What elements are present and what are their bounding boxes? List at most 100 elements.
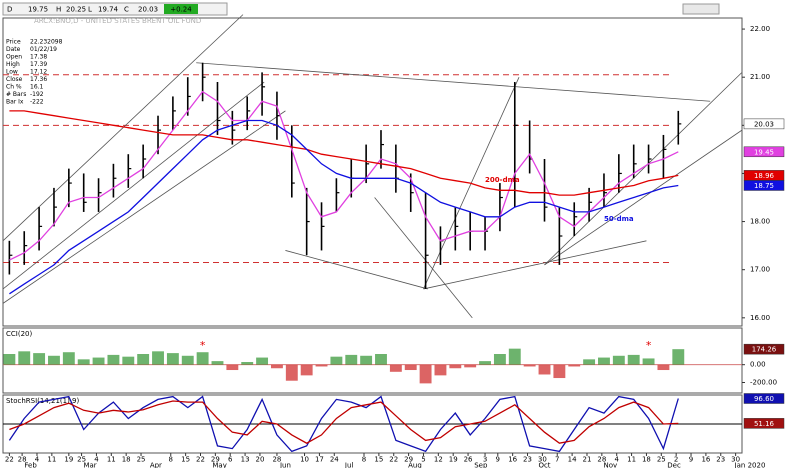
y-tick-label: 17.00 (750, 266, 770, 274)
x-month-label: Aug (408, 462, 422, 468)
x-tick-label: 4 (35, 456, 40, 464)
x-tick-label: 30 (731, 456, 740, 464)
value-box (743, 393, 785, 404)
x-tick-label: 5 (421, 456, 425, 464)
info-label: Ch % (6, 84, 22, 91)
cci-bar (375, 354, 387, 365)
cci-bar (538, 364, 551, 375)
x-tick-label: 8 (362, 456, 366, 464)
star-marker: * (200, 339, 206, 352)
cci-bar (493, 354, 506, 365)
cci-bar (389, 364, 402, 372)
cci-bar (62, 352, 75, 365)
x-tick-label: 14 (568, 456, 577, 464)
x-tick-label: 19 (449, 456, 458, 464)
low: 19.74 (98, 6, 119, 14)
x-tick-label: 7 (555, 456, 559, 464)
x-tick-label: 11 (107, 456, 116, 464)
x-tick-label: 22 (196, 456, 205, 464)
x-month-label: Mar (83, 462, 96, 468)
info-value: 22.232098 (30, 39, 63, 46)
y-tick-label: 18.00 (750, 218, 770, 226)
info-value: -222 (30, 99, 44, 106)
cci-bar (33, 353, 46, 365)
x-tick-label: 30 (538, 456, 547, 464)
cci-bar (434, 364, 447, 376)
value-box (743, 118, 785, 130)
cci-bar (642, 358, 655, 365)
value-label: 18.75 (754, 182, 774, 190)
cci-bar (211, 361, 224, 365)
x-tick-label: 29 (404, 456, 413, 464)
x-tick-label: 4 (614, 456, 619, 464)
x-month-label: Jun (279, 462, 291, 468)
stoch-line (9, 400, 679, 444)
cci-bar (360, 355, 373, 365)
cci-bar (657, 364, 670, 371)
info-label: Price (6, 39, 21, 46)
cci-bar (479, 361, 491, 365)
info-label: Low (6, 69, 18, 76)
x-tick-label: 28 (18, 456, 27, 464)
star-marker: * (646, 339, 652, 352)
info-label: Bar Ix (6, 99, 24, 106)
cci-bar (152, 351, 164, 365)
x-tick-label: 25 (77, 456, 86, 464)
value-label: 19.45 (754, 148, 774, 156)
value-box (743, 418, 785, 429)
x-month-label: Feb (24, 462, 37, 468)
close: 20.03 (138, 6, 158, 14)
series-label: 50-dma (604, 215, 634, 223)
cci-bar (285, 364, 298, 381)
info-value: 17.38 (30, 54, 47, 61)
x-tick-label: 22 (5, 456, 14, 464)
info-value: 17.12 (30, 69, 47, 76)
cci-bar (196, 352, 209, 365)
info-value: 17.36 (30, 76, 47, 83)
x-tick-label: 17 (315, 456, 324, 464)
cci-bar (627, 354, 640, 365)
x-tick-label: 21 (583, 456, 592, 464)
x-month-label: Jan 2020 (734, 462, 766, 468)
value-box (743, 146, 785, 158)
cci-bar (256, 357, 269, 365)
x-tick-label: 23 (523, 456, 532, 464)
x-tick-label: 3 (483, 456, 487, 464)
open: 19.75 (28, 6, 48, 14)
x-tick-label: 16 (701, 456, 710, 464)
cci-bar (122, 356, 135, 365)
x-tick-label: 24 (330, 456, 339, 464)
info-label: Date (6, 46, 21, 53)
change-box (164, 4, 198, 14)
x-tick-label: 12 (434, 456, 443, 464)
trend-line (2, 110, 286, 304)
value-label: 174.26 (752, 346, 777, 354)
stoch-line (8, 395, 679, 453)
x-tick-label: 15 (374, 456, 383, 464)
x-tick-label: 11 (47, 456, 56, 464)
cci-bar (181, 355, 194, 365)
info-label: Open (6, 54, 22, 61)
cci-bar (48, 355, 60, 365)
x-tick-label: 18 (642, 456, 651, 464)
x-tick-label: 25 (657, 456, 666, 464)
cci-bar (300, 364, 313, 376)
window-controls[interactable] (682, 3, 720, 15)
value-box (743, 343, 785, 355)
period: D (7, 6, 12, 14)
change: +0.24 (170, 6, 192, 14)
cci-bar (315, 364, 328, 367)
trend-line (2, 81, 265, 290)
value-label: 51.16 (754, 420, 775, 428)
x-tick-label: 16 (508, 456, 517, 464)
cci-bar (77, 359, 90, 365)
low-label: L (88, 6, 92, 14)
cci-bar (583, 359, 596, 365)
x-tick-label: 29 (211, 456, 220, 464)
cci-bar (241, 362, 254, 365)
x-tick-label: 9 (689, 456, 693, 464)
trend-line (374, 197, 473, 319)
pane-title: CCI(20) (6, 330, 32, 338)
cci-bar (404, 364, 417, 371)
x-month-label: Sep (474, 462, 488, 468)
